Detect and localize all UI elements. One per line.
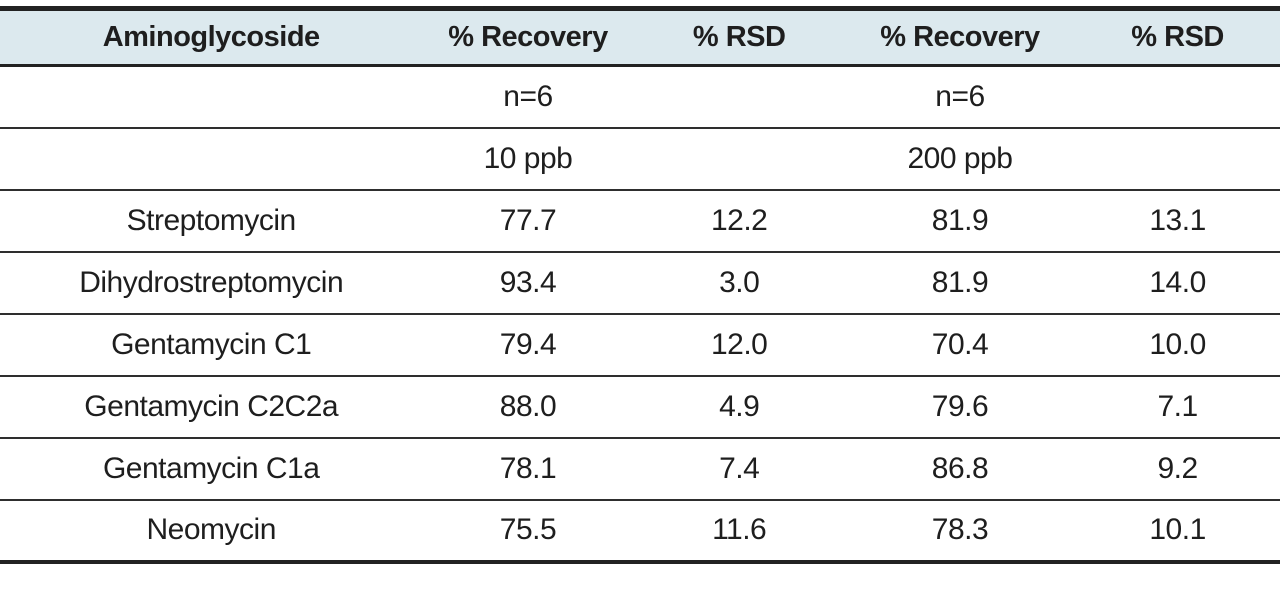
col-header-rsd-1: % RSD <box>692 21 786 53</box>
table-row: Gentamycin C1 79.4 12.0 70.4 10.0 <box>0 314 1280 376</box>
empty-cell <box>634 128 845 190</box>
value-cell: 81.9 <box>931 265 989 299</box>
col-header-recovery-1: % Recovery <box>448 21 608 53</box>
analyte-name: Gentamycin C2C2a <box>84 389 339 423</box>
aminoglycoside-recovery-table: Aminoglycoside % Recovery % RSD % Recove… <box>0 6 1280 564</box>
value-cell: 12.2 <box>710 203 768 237</box>
value-cell: 4.9 <box>719 389 760 423</box>
value-cell: 86.8 <box>931 451 989 485</box>
replicates-value-1: n=6 <box>503 79 553 113</box>
value-cell: 11.6 <box>712 513 767 546</box>
concentration-value-2: 200 ppb <box>907 141 1013 175</box>
analyte-name: Neomycin <box>146 513 277 546</box>
value-cell: 7.1 <box>1157 389 1198 423</box>
analyte-name: Streptomycin <box>126 203 297 237</box>
value-cell: 77.7 <box>499 203 557 237</box>
empty-cell <box>634 66 845 128</box>
empty-cell <box>0 66 422 128</box>
table-row: Dihydrostreptomycin 93.4 3.0 81.9 14.0 <box>0 252 1280 314</box>
value-cell: 10.1 <box>1149 513 1206 546</box>
value-cell: 79.4 <box>499 327 557 361</box>
value-cell: 93.4 <box>499 265 557 299</box>
col-header-aminoglycoside: Aminoglycoside <box>102 21 321 53</box>
replicates-row: n=6 n=6 <box>0 66 1280 128</box>
value-cell: 70.4 <box>931 327 989 361</box>
table-row: Streptomycin 77.7 12.2 81.9 13.1 <box>0 190 1280 252</box>
analyte-name: Gentamycin C1 <box>111 327 312 361</box>
value-cell: 81.9 <box>931 203 989 237</box>
recovery-table-container: Aminoglycoside % Recovery % RSD % Recove… <box>0 6 1280 564</box>
empty-cell <box>1075 66 1280 128</box>
value-cell: 9.2 <box>1157 451 1198 485</box>
analyte-name: Gentamycin C1a <box>102 451 320 485</box>
value-cell: 88.0 <box>499 389 557 423</box>
value-cell: 7.4 <box>719 451 760 485</box>
concentration-value-1: 10 ppb <box>483 141 573 175</box>
value-cell: 12.0 <box>710 327 768 361</box>
value-cell: 3.0 <box>719 265 760 299</box>
value-cell: 14.0 <box>1149 265 1206 299</box>
value-cell: 10.0 <box>1149 327 1206 361</box>
empty-cell <box>0 128 422 190</box>
header-row: Aminoglycoside % Recovery % RSD % Recove… <box>0 8 1280 66</box>
value-cell: 75.5 <box>499 513 557 546</box>
col-header-rsd-2: % RSD <box>1131 21 1224 53</box>
replicates-value-2: n=6 <box>935 79 985 113</box>
col-header-recovery-2: % Recovery <box>880 21 1040 53</box>
value-cell: 78.1 <box>499 451 557 485</box>
table-row: Gentamycin C1a 78.1 7.4 86.8 9.2 <box>0 438 1280 500</box>
analyte-name: Dihydrostreptomycin <box>79 265 344 299</box>
value-cell: 79.6 <box>931 389 989 423</box>
empty-cell <box>1075 128 1280 190</box>
table-row: Neomycin 75.5 11.6 78.3 10.1 <box>0 500 1280 562</box>
concentration-row: 10 ppb 200 ppb <box>0 128 1280 190</box>
value-cell: 78.3 <box>931 513 989 546</box>
value-cell: 13.1 <box>1149 203 1206 237</box>
table-row: Gentamycin C2C2a 88.0 4.9 79.6 7.1 <box>0 376 1280 438</box>
